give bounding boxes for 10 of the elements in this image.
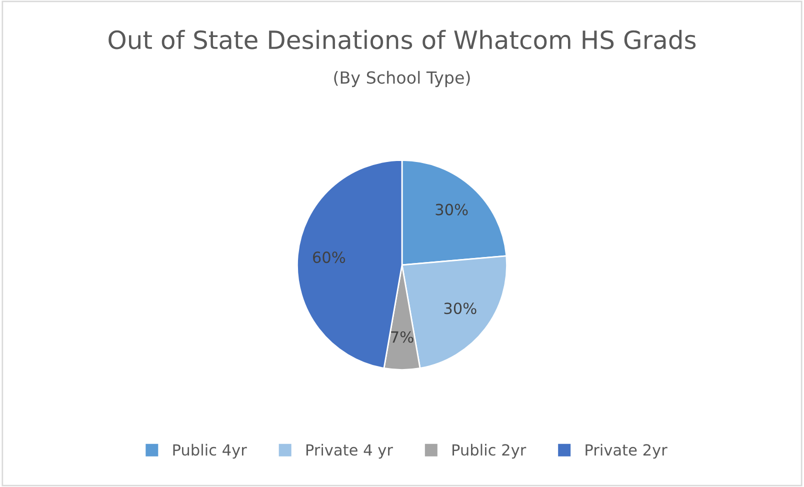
- data-label: 30%: [444, 302, 476, 314]
- data-label: 7%: [391, 331, 414, 343]
- data-label: 60%: [313, 252, 346, 264]
- legend-label: Private 2yr: [586, 444, 668, 459]
- chart-title: Out of State Desinations of Whatcom HS Grads: [108, 30, 696, 50]
- legend-label: Private 4 yr: [306, 444, 393, 459]
- data-label: 30%: [436, 204, 468, 216]
- chart-subtitle: (By School Type): [334, 70, 470, 88]
- legend-label: Public 2yr: [452, 444, 526, 459]
- legend-label: Public 4yr: [173, 444, 247, 459]
